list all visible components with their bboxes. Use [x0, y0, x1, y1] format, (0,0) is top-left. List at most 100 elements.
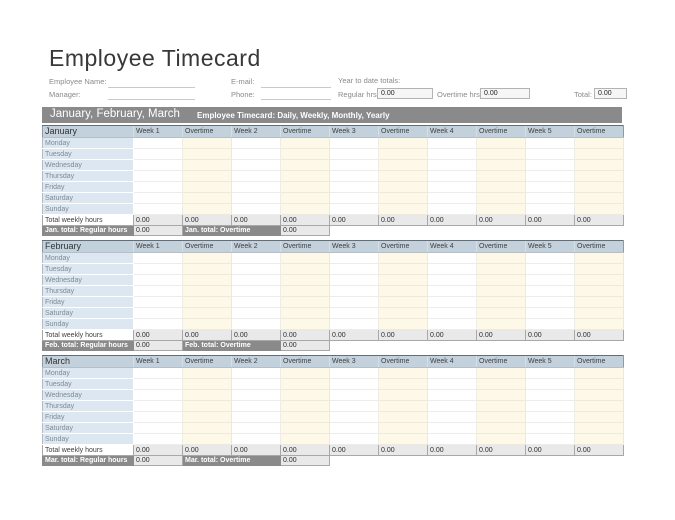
hours-entry-cell[interactable] — [574, 252, 624, 264]
hours-entry-cell[interactable] — [133, 137, 183, 149]
hours-entry-cell[interactable] — [182, 422, 232, 434]
hours-entry-cell[interactable] — [182, 400, 232, 412]
hours-entry-cell[interactable] — [231, 170, 281, 182]
hours-entry-cell[interactable] — [574, 318, 624, 330]
hours-entry-cell[interactable] — [574, 148, 624, 160]
hours-entry-cell[interactable] — [427, 252, 477, 264]
hours-entry-cell[interactable] — [231, 137, 281, 149]
hours-entry-cell[interactable] — [525, 170, 575, 182]
hours-entry-cell[interactable] — [525, 203, 575, 215]
hours-entry-cell[interactable] — [574, 378, 624, 390]
hours-entry-cell[interactable] — [525, 422, 575, 434]
hours-entry-cell[interactable] — [280, 137, 330, 149]
hours-entry-cell[interactable] — [476, 159, 526, 171]
hours-entry-cell[interactable] — [476, 411, 526, 423]
hours-entry-cell[interactable] — [525, 378, 575, 390]
hours-entry-cell[interactable] — [280, 367, 330, 379]
hours-entry-cell[interactable] — [427, 148, 477, 160]
hours-entry-cell[interactable] — [574, 274, 624, 286]
hours-entry-cell[interactable] — [574, 411, 624, 423]
hours-entry-cell[interactable] — [280, 192, 330, 204]
hours-entry-cell[interactable] — [133, 274, 183, 286]
hours-entry-cell[interactable] — [525, 296, 575, 308]
hours-entry-cell[interactable] — [427, 159, 477, 171]
employee-name-input[interactable] — [108, 77, 195, 88]
hours-entry-cell[interactable] — [378, 252, 428, 264]
hours-entry-cell[interactable] — [525, 389, 575, 401]
hours-entry-cell[interactable] — [378, 181, 428, 193]
hours-entry-cell[interactable] — [476, 263, 526, 275]
hours-entry-cell[interactable] — [378, 400, 428, 412]
hours-entry-cell[interactable] — [280, 159, 330, 171]
hours-entry-cell[interactable] — [525, 307, 575, 319]
phone-input[interactable] — [261, 89, 331, 100]
hours-entry-cell[interactable] — [133, 422, 183, 434]
hours-entry-cell[interactable] — [476, 367, 526, 379]
hours-entry-cell[interactable] — [525, 318, 575, 330]
hours-entry-cell[interactable] — [378, 285, 428, 297]
hours-entry-cell[interactable] — [231, 367, 281, 379]
hours-entry-cell[interactable] — [280, 422, 330, 434]
hours-entry-cell[interactable] — [378, 170, 428, 182]
hours-entry-cell[interactable] — [182, 274, 232, 286]
hours-entry-cell[interactable] — [574, 192, 624, 204]
hours-entry-cell[interactable] — [280, 203, 330, 215]
hours-entry-cell[interactable] — [329, 170, 379, 182]
hours-entry-cell[interactable] — [476, 252, 526, 264]
hours-entry-cell[interactable] — [525, 252, 575, 264]
hours-entry-cell[interactable] — [182, 181, 232, 193]
hours-entry-cell[interactable] — [329, 192, 379, 204]
hours-entry-cell[interactable] — [133, 203, 183, 215]
hours-entry-cell[interactable] — [378, 411, 428, 423]
hours-entry-cell[interactable] — [329, 159, 379, 171]
hours-entry-cell[interactable] — [133, 263, 183, 275]
hours-entry-cell[interactable] — [182, 378, 232, 390]
hours-entry-cell[interactable] — [378, 378, 428, 390]
hours-entry-cell[interactable] — [280, 411, 330, 423]
hours-entry-cell[interactable] — [182, 148, 232, 160]
hours-entry-cell[interactable] — [378, 263, 428, 275]
hours-entry-cell[interactable] — [133, 285, 183, 297]
hours-entry-cell[interactable] — [574, 433, 624, 445]
hours-entry-cell[interactable] — [133, 170, 183, 182]
hours-entry-cell[interactable] — [329, 433, 379, 445]
hours-entry-cell[interactable] — [329, 263, 379, 275]
hours-entry-cell[interactable] — [133, 367, 183, 379]
hours-entry-cell[interactable] — [280, 318, 330, 330]
hours-entry-cell[interactable] — [476, 148, 526, 160]
hours-entry-cell[interactable] — [476, 181, 526, 193]
hours-entry-cell[interactable] — [476, 318, 526, 330]
hours-entry-cell[interactable] — [378, 367, 428, 379]
hours-entry-cell[interactable] — [231, 285, 281, 297]
hours-entry-cell[interactable] — [574, 170, 624, 182]
hours-entry-cell[interactable] — [476, 285, 526, 297]
hours-entry-cell[interactable] — [378, 433, 428, 445]
hours-entry-cell[interactable] — [231, 192, 281, 204]
hours-entry-cell[interactable] — [378, 307, 428, 319]
hours-entry-cell[interactable] — [427, 318, 477, 330]
hours-entry-cell[interactable] — [476, 378, 526, 390]
hours-entry-cell[interactable] — [231, 400, 281, 412]
hours-entry-cell[interactable] — [280, 148, 330, 160]
hours-entry-cell[interactable] — [280, 181, 330, 193]
hours-entry-cell[interactable] — [329, 181, 379, 193]
hours-entry-cell[interactable] — [231, 411, 281, 423]
hours-entry-cell[interactable] — [378, 159, 428, 171]
hours-entry-cell[interactable] — [182, 263, 232, 275]
hours-entry-cell[interactable] — [182, 318, 232, 330]
hours-entry-cell[interactable] — [280, 433, 330, 445]
hours-entry-cell[interactable] — [329, 296, 379, 308]
hours-entry-cell[interactable] — [329, 252, 379, 264]
hours-entry-cell[interactable] — [525, 137, 575, 149]
hours-entry-cell[interactable] — [574, 400, 624, 412]
hours-entry-cell[interactable] — [525, 192, 575, 204]
hours-entry-cell[interactable] — [182, 203, 232, 215]
hours-entry-cell[interactable] — [427, 378, 477, 390]
hours-entry-cell[interactable] — [182, 411, 232, 423]
hours-entry-cell[interactable] — [378, 274, 428, 286]
hours-entry-cell[interactable] — [329, 203, 379, 215]
hours-entry-cell[interactable] — [525, 411, 575, 423]
hours-entry-cell[interactable] — [231, 203, 281, 215]
hours-entry-cell[interactable] — [427, 137, 477, 149]
hours-entry-cell[interactable] — [525, 285, 575, 297]
